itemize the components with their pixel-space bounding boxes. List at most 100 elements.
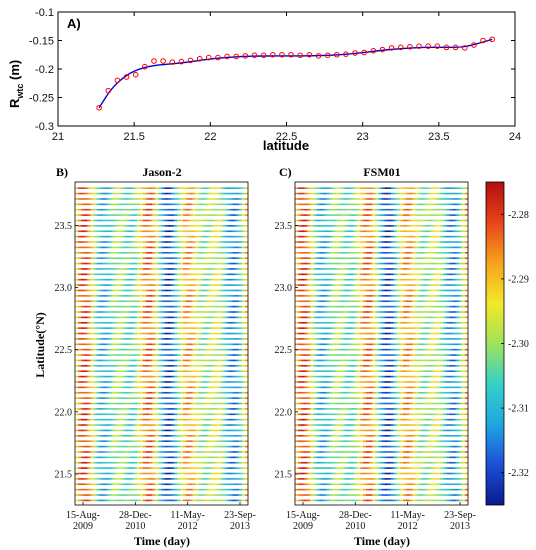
heat-cell [108,440,113,442]
heat-cell [396,295,401,297]
heat-cell [186,284,190,286]
heat-cell [304,187,308,189]
heat-cell [226,375,230,378]
heat-cell [207,187,212,189]
heat-cell [238,467,243,469]
heat-cell [400,316,404,319]
heat-cell [173,332,178,335]
heat-cell [359,192,364,195]
heat-cell [149,408,153,410]
heat-cell [93,397,97,399]
heat-cell [164,198,168,200]
heat-cell [124,488,128,491]
heat-cell [105,499,110,502]
heat-cell [210,424,215,426]
heat-cell [229,305,233,308]
heat-cell [176,300,181,303]
heat-cell [167,456,172,459]
heat-cell [210,391,215,394]
heat-cell [207,278,212,281]
heat-cell [204,478,209,480]
heat-cell [458,321,463,324]
heat-cell [434,225,438,227]
heat-cell [384,262,388,265]
heat-cell [229,391,233,394]
heat-cell [183,451,187,453]
heat-cell [105,456,110,459]
data-point [379,46,386,53]
heat-cell [313,332,317,335]
heat-cell [112,418,116,421]
heat-cell [152,268,156,270]
heat-cell [127,467,131,469]
heat-cell [452,332,456,335]
heat-cell [139,343,144,346]
heat-cell [180,273,184,276]
heat-cell [198,381,202,383]
heat-cell [313,225,317,227]
heat-cell [378,300,382,303]
heat-cell [170,499,175,502]
heat-cell [220,359,224,362]
heat-cell [195,445,199,448]
heat-cell [136,370,141,373]
heat-cell [313,284,317,286]
heat-cell [226,445,230,448]
heat-cell [359,230,364,233]
heat-cell [158,359,162,362]
heat-cell [192,289,196,292]
heat-cell [347,203,351,206]
heat-cell [229,494,233,496]
heat-cell [232,225,236,227]
heat-cell [118,461,122,464]
heat-cell [173,494,178,496]
heat-cell [183,327,187,329]
panel-a-series [96,36,495,111]
heat-cell [102,370,107,373]
heat-cell [161,370,165,373]
heat-cell [316,208,321,211]
heat-cell [443,278,447,281]
heat-cell [378,316,382,319]
heat-cell [99,365,104,367]
heat-cell [387,241,392,243]
heat-cell [136,268,141,270]
heat-cell [78,494,82,496]
heat-cell [347,295,351,297]
heat-cell [161,494,165,496]
heat-cell [90,467,94,469]
heat-cell [93,273,97,276]
heat-cell [449,305,453,308]
heat-cell [115,246,119,249]
heat-cell [384,311,388,313]
heat-cell [164,456,168,459]
heat-cell [307,316,311,319]
heat-cell [161,208,165,211]
heat-cell [158,235,162,238]
heat-cell [118,316,122,319]
heat-cell [130,225,134,227]
heat-cell [173,397,178,399]
heat-cell [183,429,187,432]
heat-cell [310,251,314,254]
heat-cell [220,418,224,421]
heat-cell [127,284,131,286]
heat-cell [214,472,218,475]
heat-cell [189,408,193,410]
heat-cell [214,424,218,426]
heat-cell [133,440,138,442]
heat-cell [192,278,196,281]
heat-cell [186,235,190,238]
heat-cell [108,187,113,189]
heat-cell [198,435,202,437]
heat-cell [192,300,196,303]
heat-cell [142,332,147,335]
heat-cell [152,305,156,308]
heat-cell [127,478,131,480]
heat-cell [87,214,91,216]
heat-cell [93,461,97,464]
heat-cell [87,187,91,189]
heat-cell [390,219,395,222]
heat-cell [96,391,101,394]
heat-cell [118,348,122,351]
